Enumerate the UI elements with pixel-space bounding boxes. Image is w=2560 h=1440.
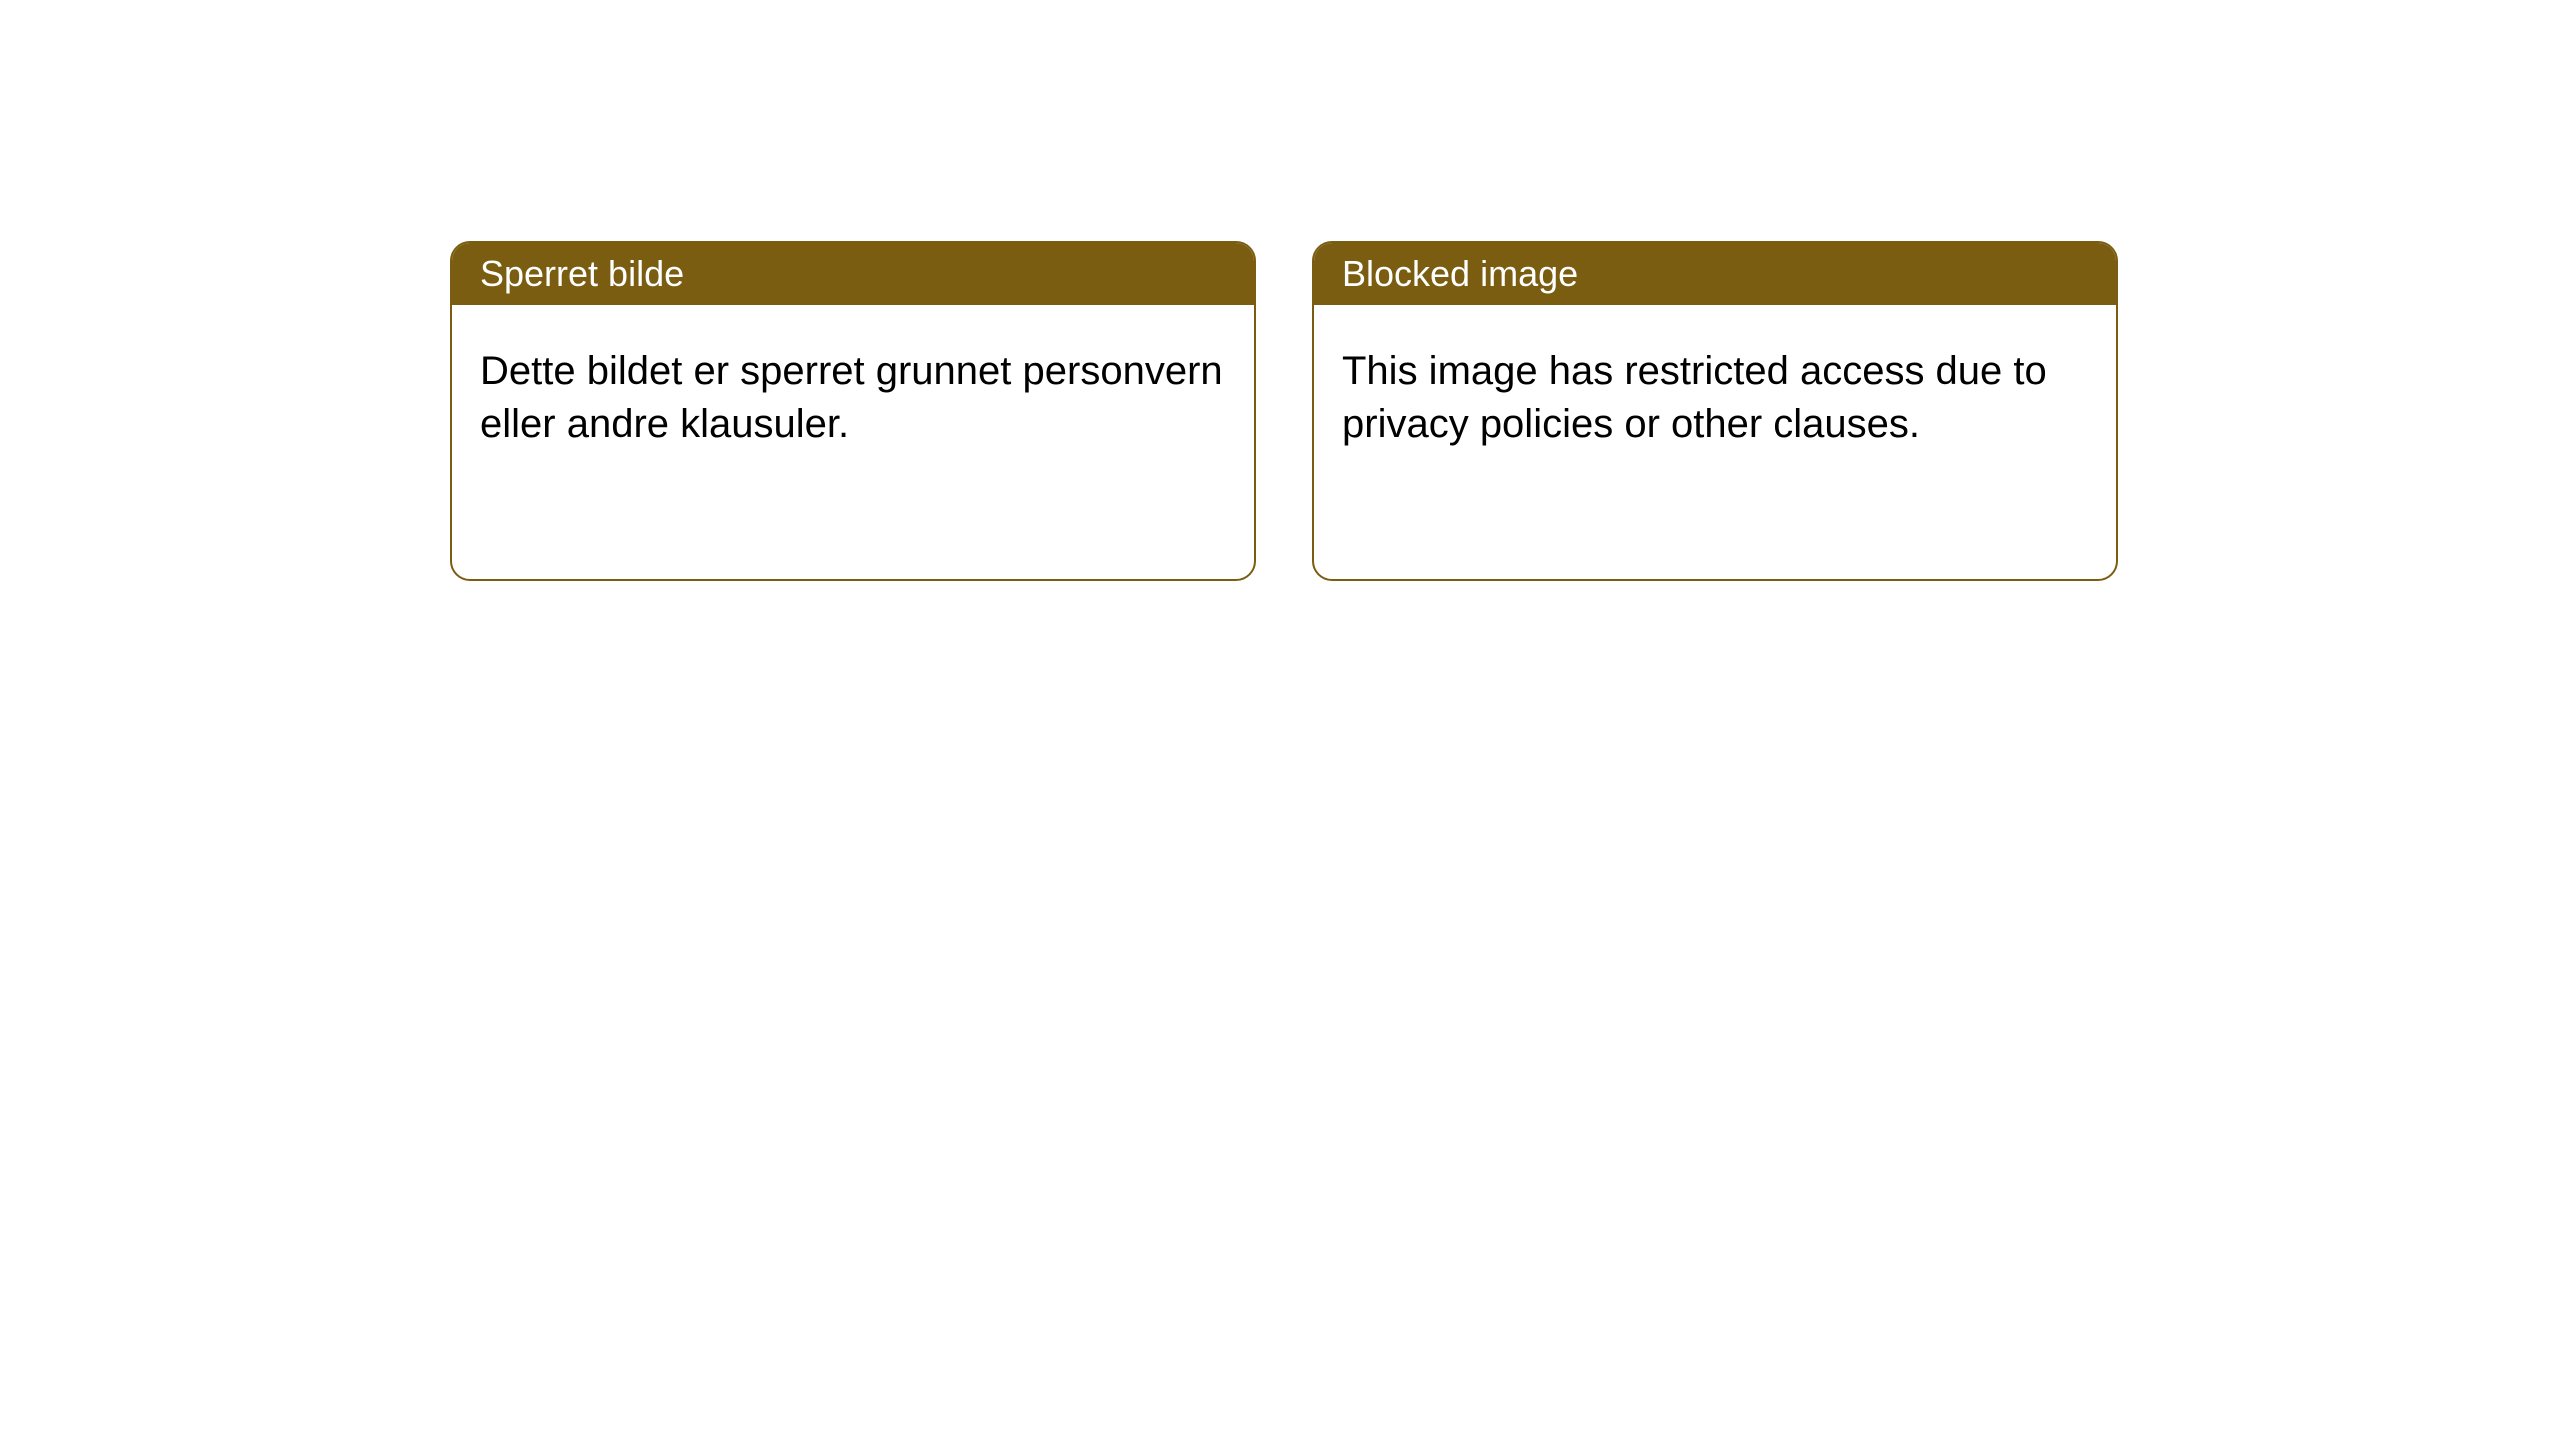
notice-container: Sperret bilde Dette bildet er sperret gr… [0, 0, 2560, 581]
card-body: Dette bildet er sperret grunnet personve… [452, 305, 1254, 491]
card-header: Blocked image [1314, 243, 2116, 305]
card-header-text: Sperret bilde [480, 253, 684, 294]
card-header-text: Blocked image [1342, 253, 1578, 294]
card-header: Sperret bilde [452, 243, 1254, 305]
card-body-text: This image has restricted access due to … [1342, 349, 2047, 446]
card-body-text: Dette bildet er sperret grunnet personve… [480, 349, 1223, 446]
card-body: This image has restricted access due to … [1314, 305, 2116, 491]
notice-card-english: Blocked image This image has restricted … [1312, 241, 2118, 581]
notice-card-norwegian: Sperret bilde Dette bildet er sperret gr… [450, 241, 1256, 581]
